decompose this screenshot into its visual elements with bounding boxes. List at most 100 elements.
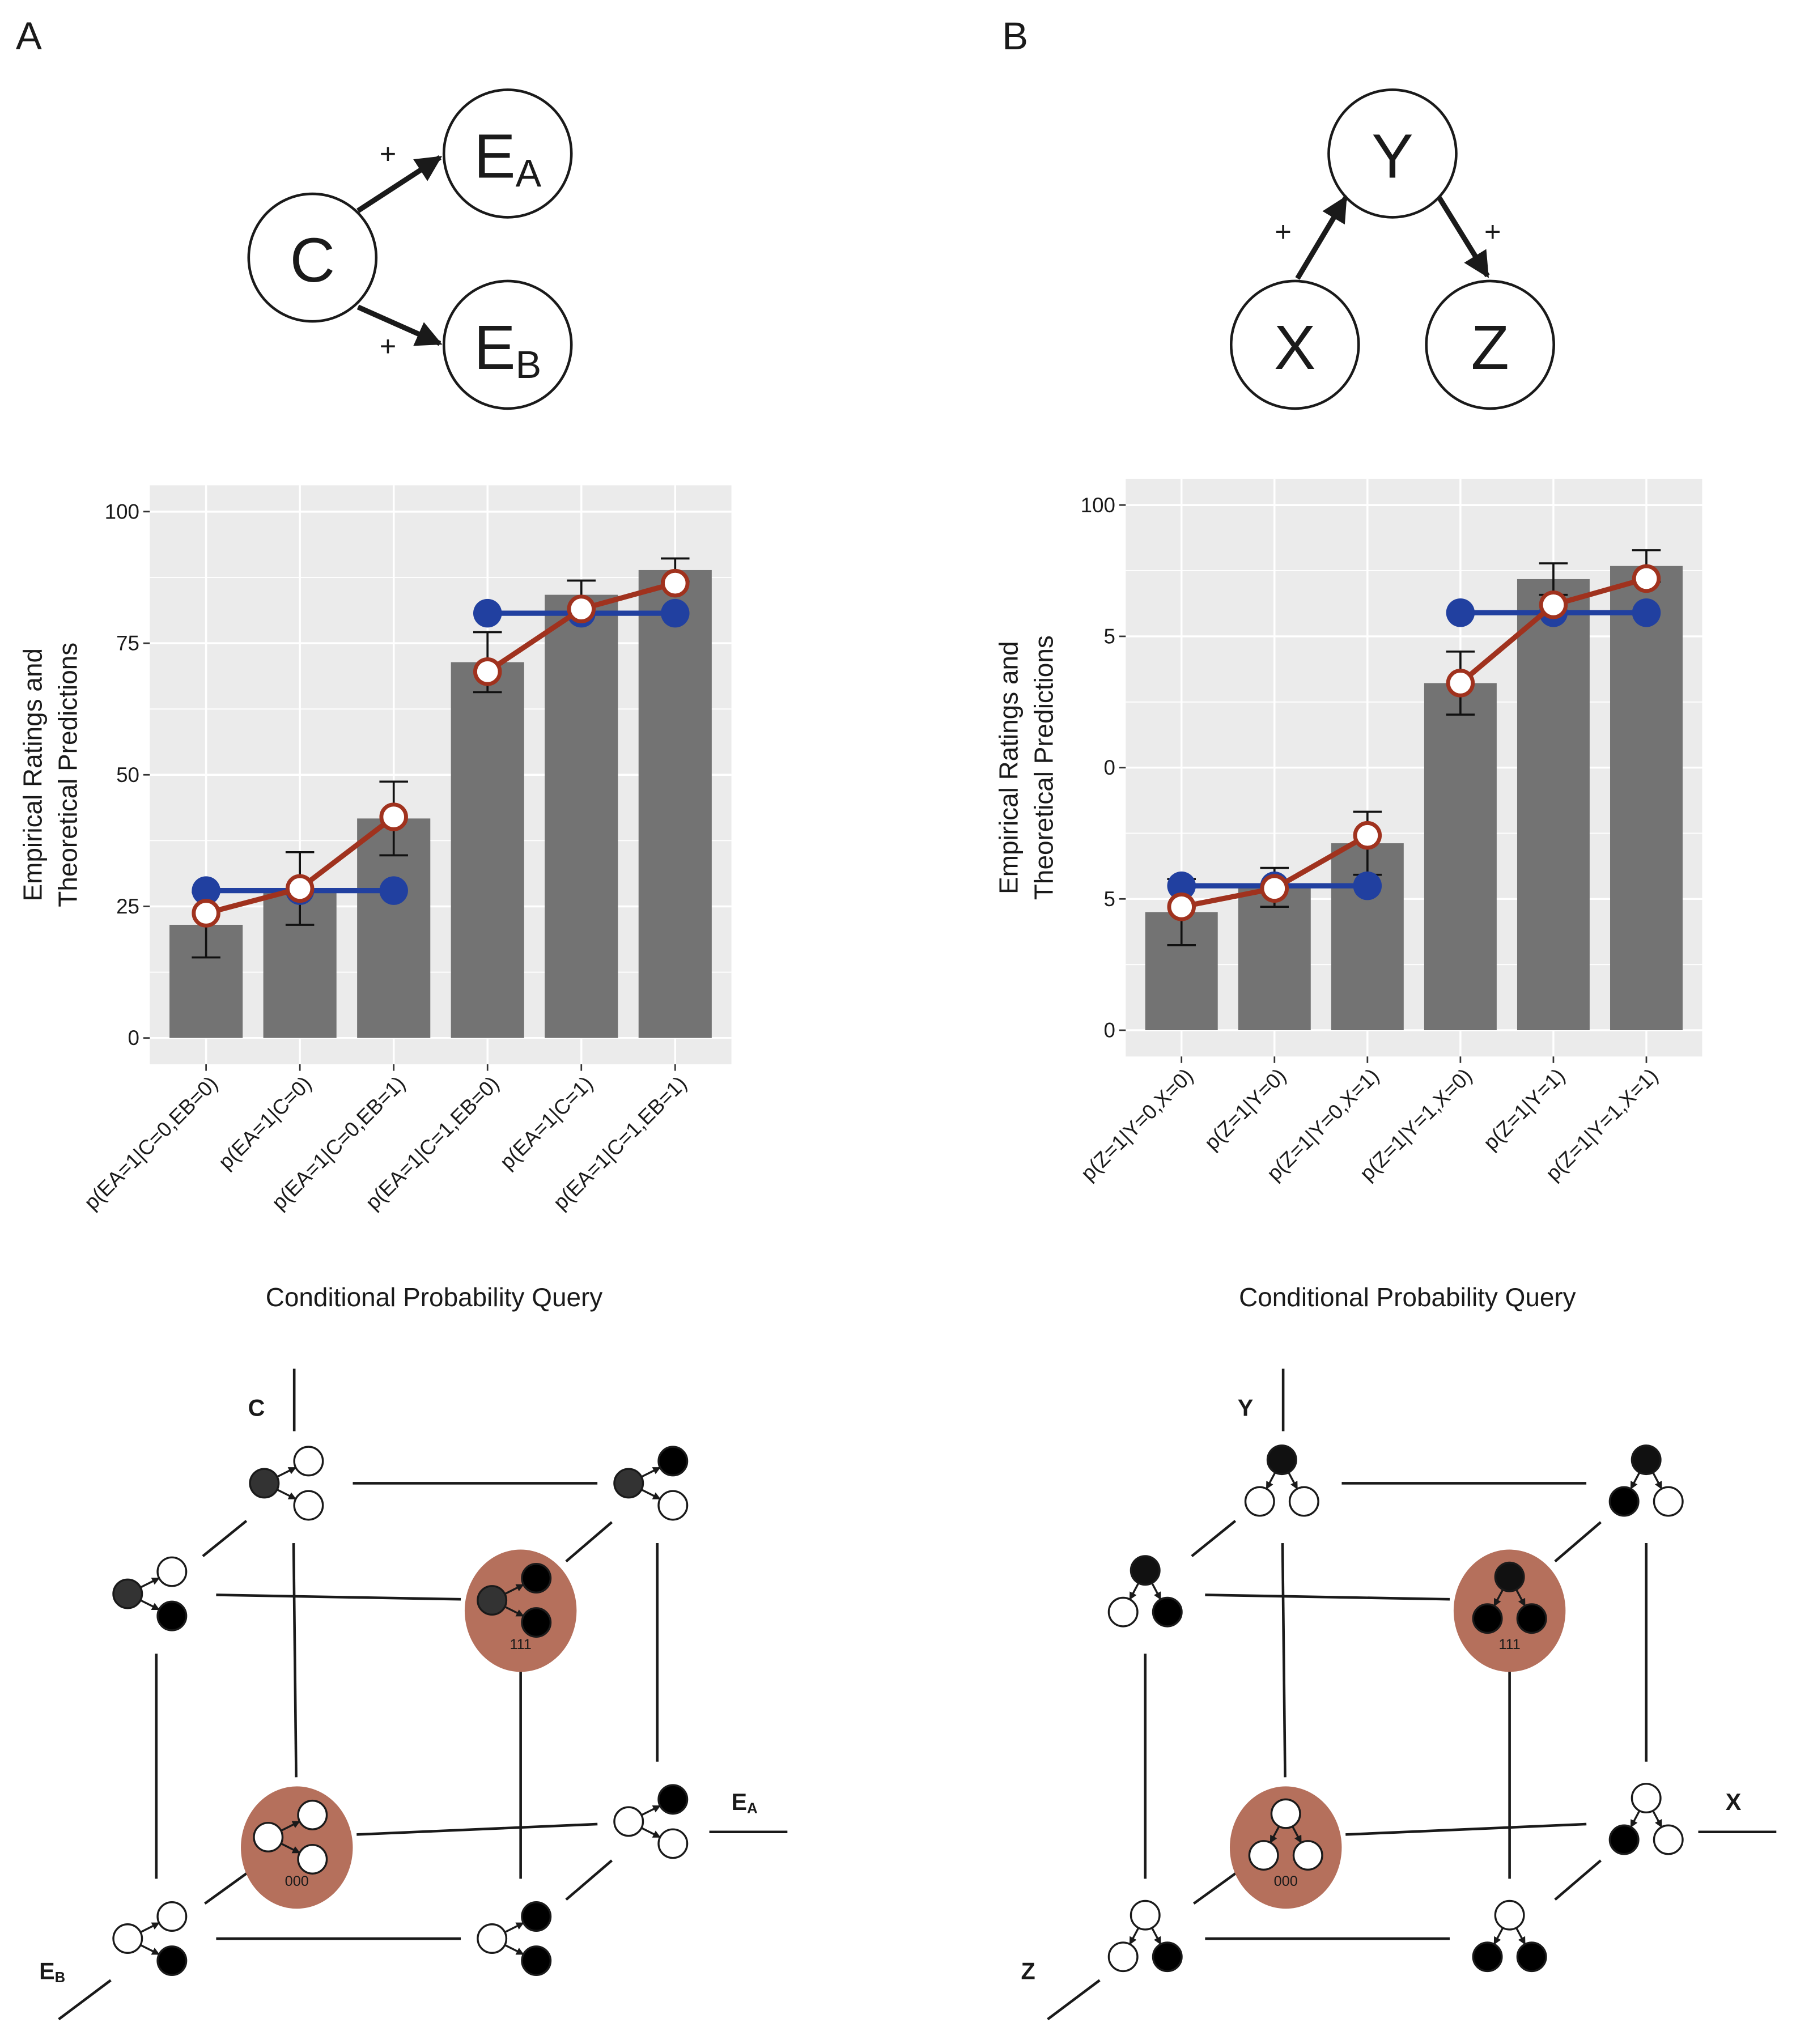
mini-node [613, 1468, 644, 1499]
edge-sign: + [1484, 215, 1501, 248]
mini-node [1244, 1486, 1275, 1517]
state-label: 111 [509, 1637, 531, 1652]
series-marker [379, 802, 408, 831]
bar [451, 662, 524, 1038]
network-node-label-main: Y [1372, 121, 1413, 191]
mini-node [249, 1468, 280, 1499]
mini-arrow [1652, 1472, 1663, 1490]
edge-sign: + [380, 137, 397, 169]
y-axis-title: Empirical Ratings and [18, 648, 48, 902]
y-axis-title: Theoretical Predictions [1029, 635, 1059, 900]
cube-axis-label-sub: A [747, 1801, 758, 1817]
mini-arrow [281, 1820, 300, 1832]
cube-edge [565, 1521, 613, 1563]
mini-node [1248, 1840, 1279, 1871]
mini-arrow [1515, 1589, 1526, 1607]
x-tick-label: p(EA=1|C=0) [214, 1072, 316, 1174]
network-node [1425, 279, 1555, 410]
x-axis-title: Conditional Probability Query [266, 1282, 603, 1312]
y-tick-label: 0 [1104, 1019, 1115, 1042]
network-node [1327, 88, 1458, 219]
network-node-label-main: C [290, 226, 336, 295]
y-tick-label: 100 [1081, 494, 1115, 517]
mini-node [156, 1556, 188, 1587]
cube-edge [1554, 1859, 1602, 1901]
cube-edge [1205, 1593, 1450, 1601]
network-node [1229, 279, 1360, 410]
mini-node [1631, 1783, 1662, 1814]
highlight-state [1229, 1786, 1342, 1909]
mini-node [1266, 1444, 1297, 1476]
mini-node [297, 1843, 328, 1875]
cube-edge [202, 1520, 248, 1557]
series-marker [1167, 892, 1196, 921]
series-marker [285, 874, 315, 903]
mini-node [1107, 1596, 1139, 1627]
mini-arrow [1629, 1472, 1641, 1490]
cube-edge [1554, 1521, 1602, 1563]
state-label: 000 [285, 1873, 309, 1889]
mini-arrow [641, 1467, 661, 1478]
x-tick-label: p(EA=1|C=0,EB=0) [79, 1072, 222, 1214]
series-marker [1353, 871, 1382, 900]
cube-edge [1345, 1822, 1587, 1836]
mini-node [1130, 1555, 1161, 1586]
mini-node [613, 1806, 644, 1837]
y-tick-label: 5 [1104, 624, 1115, 648]
mini-node [477, 1585, 508, 1616]
network-node-label-main: X [1274, 313, 1316, 383]
network-node-label: C [290, 226, 336, 295]
y-tick-label: 100 [105, 500, 139, 523]
mini-node [1130, 1899, 1161, 1931]
mini-node [1516, 1603, 1547, 1634]
mini-node [156, 1600, 188, 1631]
cube-axis-label: Z [1021, 1958, 1035, 1984]
mini-arrow [641, 1827, 661, 1838]
network-node-label: X [1274, 313, 1316, 383]
network-arrow [1295, 196, 1348, 280]
mini-arrow [1151, 1582, 1162, 1600]
x-tick-label: p(Z=1|Y=1) [1479, 1064, 1569, 1154]
bar [1610, 566, 1683, 1031]
mini-arrow [504, 1922, 524, 1933]
series-marker [192, 876, 220, 905]
series-marker [379, 876, 408, 905]
network-node [247, 192, 378, 323]
cube-axis-label-main: Z [1021, 1958, 1035, 1984]
mini-arrow [1493, 1589, 1504, 1607]
network-arrow [356, 155, 443, 213]
panel-letter: B [1002, 14, 1028, 58]
network-node-label: EB [474, 313, 541, 386]
mini-arrow [641, 1805, 661, 1816]
mini-arrow [277, 1467, 297, 1478]
mini-node [1494, 1561, 1525, 1592]
mini-node [1631, 1444, 1662, 1476]
network-node-label: EA [474, 121, 542, 195]
mini-node [293, 1490, 324, 1521]
mini-arrow [277, 1489, 297, 1500]
cube-axis-label-main: C [248, 1395, 265, 1421]
mini-node [1288, 1486, 1319, 1517]
mini-arrow [281, 1842, 300, 1854]
state-label: 000 [1274, 1873, 1298, 1889]
series-marker [1167, 871, 1196, 900]
edge-sign: + [1275, 215, 1292, 248]
panel-letter: A [16, 14, 42, 58]
series-marker [473, 657, 502, 686]
mini-arrow [1629, 1810, 1641, 1828]
mini-arrow [1151, 1927, 1162, 1945]
mini-arrow [1515, 1927, 1526, 1945]
mini-arrow [641, 1489, 661, 1500]
series-marker [1446, 598, 1475, 627]
mini-node [1152, 1596, 1183, 1627]
mini-node [1494, 1899, 1525, 1931]
cube-axis-label: EA [732, 1789, 758, 1817]
cube-edge [1191, 1520, 1237, 1557]
mini-node [521, 1607, 552, 1638]
network-node-label-main: E [474, 121, 516, 191]
series-marker [1539, 590, 1568, 619]
x-tick-label: p(EA=1|C=1) [495, 1072, 597, 1174]
network-arrow [1437, 196, 1490, 278]
cube-edge [292, 1543, 298, 1778]
cube-axis-label-main: E [39, 1958, 55, 1984]
